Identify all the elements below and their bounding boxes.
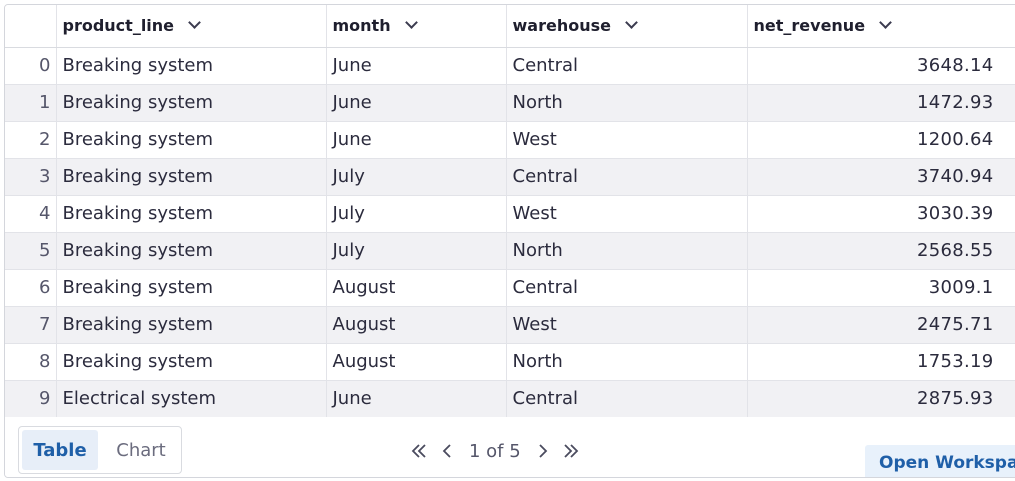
pagination: 1 of 5 bbox=[405, 437, 585, 465]
cell-product-line: Breaking system bbox=[56, 158, 327, 196]
chart-view-button[interactable]: Chart bbox=[116, 439, 166, 461]
column-header-month[interactable]: month bbox=[326, 5, 507, 48]
table-row: 4 Breaking system July West 3030.39 bbox=[5, 195, 1015, 233]
table-row: 0 Breaking system June Central 3648.14 bbox=[5, 47, 1015, 85]
cell-net-revenue: 3030.39 bbox=[747, 195, 1015, 233]
cell-net-revenue: 3648.14 bbox=[747, 47, 1015, 85]
cell-product-line: Breaking system bbox=[56, 343, 327, 381]
cell-warehouse: West bbox=[506, 195, 748, 233]
row-index: 5 bbox=[5, 232, 57, 270]
cell-product-line: Breaking system bbox=[56, 306, 327, 344]
table-row: 2 Breaking system June West 1200.64 bbox=[5, 121, 1015, 159]
cell-net-revenue: 3009.1 bbox=[747, 269, 1015, 307]
cell-product-line: Breaking system bbox=[56, 121, 327, 159]
cell-warehouse: West bbox=[506, 306, 748, 344]
data-table: product_line month warehouse net_revenue… bbox=[5, 5, 1015, 418]
column-header-warehouse[interactable]: warehouse bbox=[506, 5, 748, 48]
table-row: 3 Breaking system July Central 3740.94 bbox=[5, 158, 1015, 196]
chevron-left-icon[interactable] bbox=[433, 437, 461, 465]
table-row: 5 Breaking system July North 2568.55 bbox=[5, 232, 1015, 270]
cell-warehouse: North bbox=[506, 232, 748, 270]
column-header-label: net_revenue bbox=[753, 16, 866, 36]
cell-month: June bbox=[326, 84, 507, 122]
cell-net-revenue: 1200.64 bbox=[747, 121, 1015, 159]
table-view-button[interactable]: Table bbox=[22, 430, 98, 470]
cell-month: July bbox=[326, 195, 507, 233]
chevron-down-icon[interactable] bbox=[625, 16, 638, 30]
cell-net-revenue: 3740.94 bbox=[747, 158, 1015, 196]
cell-warehouse: North bbox=[506, 84, 748, 122]
cell-product-line: Breaking system bbox=[56, 195, 327, 233]
row-index: 6 bbox=[5, 269, 57, 307]
table-row: 6 Breaking system August Central 3009.1 bbox=[5, 269, 1015, 307]
cell-warehouse: Central bbox=[506, 158, 748, 196]
row-index: 7 bbox=[5, 306, 57, 344]
chevron-down-icon[interactable] bbox=[879, 16, 892, 30]
chevron-down-icon[interactable] bbox=[188, 16, 201, 30]
cell-net-revenue: 1472.93 bbox=[747, 84, 1015, 122]
cell-net-revenue: 1753.19 bbox=[747, 343, 1015, 381]
cell-month: July bbox=[326, 158, 507, 196]
cell-product-line: Electrical system bbox=[56, 380, 327, 418]
chevrons-right-icon[interactable] bbox=[557, 437, 585, 465]
chevron-down-icon[interactable] bbox=[404, 16, 418, 30]
cell-warehouse: Central bbox=[506, 47, 748, 85]
column-header-product-line[interactable]: product_line bbox=[56, 5, 327, 48]
chevrons-left-icon[interactable] bbox=[405, 437, 433, 465]
row-index: 3 bbox=[5, 158, 57, 196]
cell-month: August bbox=[326, 306, 507, 344]
row-index: 0 bbox=[5, 47, 57, 85]
cell-net-revenue: 2568.55 bbox=[747, 232, 1015, 270]
cell-month: June bbox=[326, 47, 507, 85]
cell-product-line: Breaking system bbox=[56, 232, 327, 270]
cell-product-line: Breaking system bbox=[56, 84, 327, 122]
row-index: 9 bbox=[5, 380, 57, 418]
cell-month: June bbox=[326, 380, 507, 418]
open-workspace-button[interactable]: Open Workspace bbox=[865, 445, 1015, 477]
cell-month: August bbox=[326, 269, 507, 307]
column-header-label: warehouse bbox=[512, 16, 611, 36]
column-header-label: product_line bbox=[62, 16, 175, 36]
table-row: 8 Breaking system August North 1753.19 bbox=[5, 343, 1015, 381]
cell-month: June bbox=[326, 121, 507, 159]
table-row: 1 Breaking system June North 1472.93 bbox=[5, 84, 1015, 122]
row-index: 2 bbox=[5, 121, 57, 159]
cell-month: July bbox=[326, 232, 507, 270]
row-index: 1 bbox=[5, 84, 57, 122]
cell-net-revenue: 2875.93 bbox=[747, 380, 1015, 418]
table-row: 7 Breaking system August West 2475.71 bbox=[5, 306, 1015, 344]
cell-warehouse: West bbox=[506, 121, 748, 159]
cell-product-line: Breaking system bbox=[56, 269, 327, 307]
table-row: 9 Electrical system June Central 2875.93 bbox=[5, 380, 1015, 418]
column-header-label: month bbox=[332, 16, 391, 36]
cell-month: August bbox=[326, 343, 507, 381]
table-footer: Table Chart 1 of 5 Open Workspace bbox=[5, 417, 1015, 477]
cell-product-line: Breaking system bbox=[56, 47, 327, 85]
page-indicator: 1 of 5 bbox=[469, 440, 521, 462]
dataframe-viewer: product_line month warehouse net_revenue… bbox=[4, 4, 1015, 478]
cell-net-revenue: 2475.71 bbox=[747, 306, 1015, 344]
index-header bbox=[5, 5, 57, 48]
column-header-net-revenue[interactable]: net_revenue bbox=[747, 5, 1015, 48]
cell-warehouse: Central bbox=[506, 269, 748, 307]
row-index: 4 bbox=[5, 195, 57, 233]
cell-warehouse: North bbox=[506, 343, 748, 381]
view-toggle: Table Chart bbox=[18, 426, 182, 474]
header-row: product_line month warehouse net_revenue bbox=[5, 5, 1015, 48]
row-index: 8 bbox=[5, 343, 57, 381]
chevron-right-icon[interactable] bbox=[529, 437, 557, 465]
cell-warehouse: Central bbox=[506, 380, 748, 418]
